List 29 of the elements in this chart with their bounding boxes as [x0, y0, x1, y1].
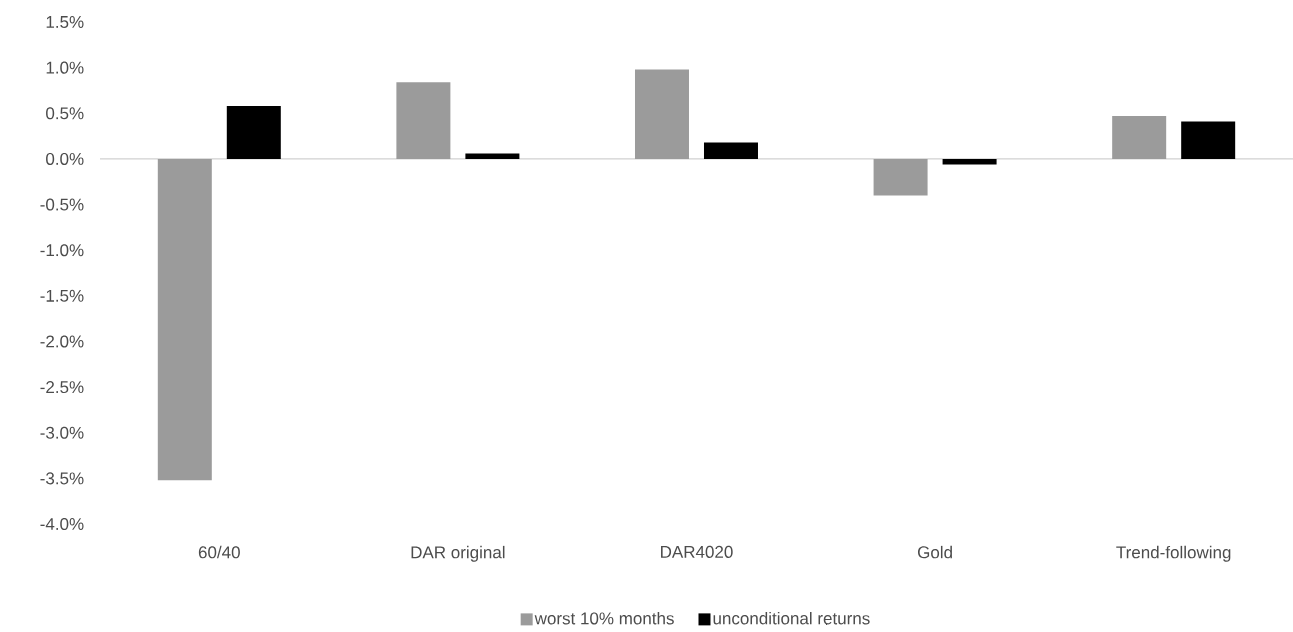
y-tick-label: -3.5% — [40, 472, 84, 485]
y-tick-label: 1.0% — [46, 61, 84, 74]
bar — [226, 105, 281, 159]
y-tick-label: -1.5% — [40, 289, 84, 302]
bar — [1181, 121, 1236, 159]
y-tick-label: -3.0% — [40, 426, 84, 439]
bar — [1112, 116, 1167, 159]
x-tick-label: 60/40 — [198, 545, 240, 559]
x-tick-label: Gold — [917, 545, 952, 559]
legend-label: worst 10% months — [534, 611, 674, 625]
y-tick-label: -2.5% — [40, 381, 84, 394]
y-tick-label: -2.0% — [40, 335, 84, 348]
y-tick-label: -0.5% — [40, 198, 84, 211]
y-tick-label: -1.0% — [40, 244, 84, 257]
y-tick-label: 0.0% — [46, 152, 84, 165]
bar — [873, 158, 928, 196]
x-tick-label: DAR original — [411, 545, 505, 562]
bar — [396, 82, 451, 159]
bar — [465, 153, 520, 159]
bar — [703, 142, 758, 159]
bar — [157, 158, 212, 481]
y-tick-label: 1.5% — [46, 16, 84, 28]
y-tick-label: 0.5% — [46, 107, 84, 120]
bar — [942, 158, 997, 165]
bar — [634, 69, 689, 159]
y-tick-label: -4.0% — [40, 517, 84, 531]
legend-label: unconditional returns — [713, 611, 870, 625]
x-tick-label: DAR4020 — [661, 545, 733, 558]
x-tick-label: Trend-following — [1116, 545, 1231, 562]
